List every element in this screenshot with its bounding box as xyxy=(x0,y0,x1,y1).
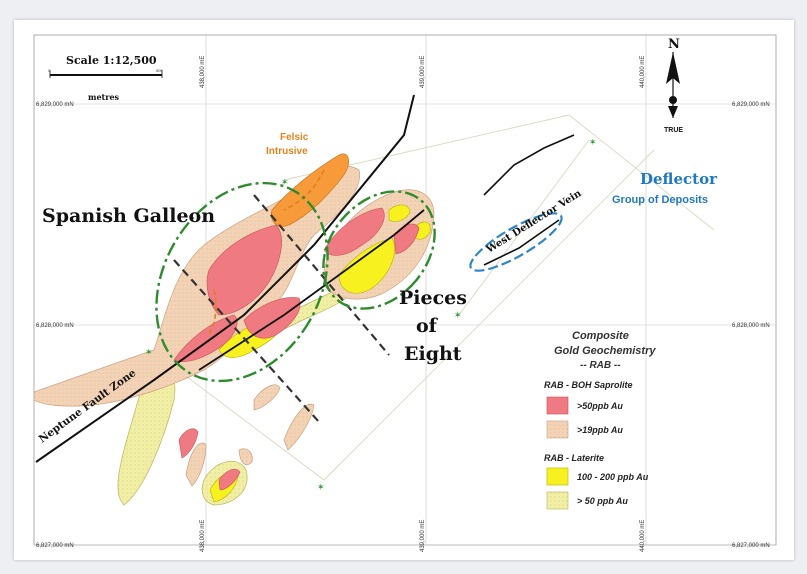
northing-label-top: 6,829,000 mN xyxy=(36,102,74,108)
legend-swatch-saprolite-low xyxy=(546,420,569,439)
legend-title-3: -- RAB -- xyxy=(580,360,621,371)
scale-bar: Scale 1:12,500 0 500 metres xyxy=(48,54,163,102)
legend-swatch-laterite-low xyxy=(546,491,569,510)
scale-tick-end: 500 xyxy=(156,68,163,73)
secondary-structure-line xyxy=(198,209,425,371)
easting-label-440-bottom: 440,000 mE xyxy=(640,520,646,552)
neptune-fault-line xyxy=(35,94,415,463)
eight-label: Eight xyxy=(404,343,462,365)
west-deflector-vein-ellipse xyxy=(469,212,563,272)
northing-label-bottom-right: 6,827,000 mN xyxy=(732,543,770,549)
easting-label-439-top: 439,000 mE xyxy=(420,56,426,88)
northing-label-mid-right: 6,828,000 mN xyxy=(732,323,770,329)
legend-label-saprolite-low: >19ppb Au xyxy=(577,425,623,435)
survey-markers: ✶ ✶ ✶ ✶ ✶ xyxy=(145,138,597,493)
easting-labels: 438,000 mE 439,000 mE 440,000 mE 438,000… xyxy=(200,56,646,552)
pieces-of-eight-target-ellipse xyxy=(322,190,436,310)
scale-label: Scale 1:12,500 xyxy=(66,54,157,67)
felsic-label-line2: Intrusive xyxy=(266,146,308,157)
north-letter: N xyxy=(668,37,680,52)
easting-label-439-bottom: 439,000 mE xyxy=(420,520,426,552)
felsic-label-line1: Felsic xyxy=(280,132,309,143)
deflector-title: Deflector xyxy=(640,170,718,188)
north-arrow: N TRUE xyxy=(664,37,683,134)
spanish-galleon-label: Spanish Galleon xyxy=(42,205,215,227)
saprolite-high-zones xyxy=(173,207,420,491)
map-frame: ✶ ✶ ✶ ✶ ✶ 6,829,000 mN 6,829,000 mN 6,82… xyxy=(14,20,794,560)
legend-label-laterite-low: > 50 ppb Au xyxy=(577,496,628,506)
northing-label-top-right: 6,829,000 mN xyxy=(732,102,770,108)
pieces-label: Pieces xyxy=(399,287,467,309)
scale-units: metres xyxy=(88,92,120,102)
svg-text:✶: ✶ xyxy=(281,178,289,188)
west-deflector-vein-label: West Deflector Vein xyxy=(484,188,584,256)
north-true-label: TRUE xyxy=(664,127,683,134)
easting-label-440-top: 440,000 mE xyxy=(640,56,646,88)
svg-text:✶: ✶ xyxy=(589,138,597,148)
legend-group2-title: RAB - Laterite xyxy=(544,453,604,463)
legend-swatch-saprolite-high xyxy=(546,396,569,415)
scale-tick-start: 0 xyxy=(48,68,51,73)
spanish-galleon-target-ellipse xyxy=(155,181,329,383)
legend-group1-title: RAB - BOH Saprolite xyxy=(544,380,633,390)
svg-text:✶: ✶ xyxy=(145,348,153,358)
legend-swatch-laterite-high xyxy=(546,467,569,486)
legend-title-2: Gold Geochemistry xyxy=(554,345,656,357)
geochemistry-map: ✶ ✶ ✶ ✶ ✶ 6,829,000 mN 6,829,000 mN 6,82… xyxy=(33,34,777,552)
northing-label-mid: 6,828,000 mN xyxy=(36,323,74,329)
legend-label-saprolite-high: >50ppb Au xyxy=(577,401,623,411)
legend-title-1: Composite xyxy=(572,330,629,342)
legend-label-laterite-high: 100 - 200 ppb Au xyxy=(577,472,649,482)
of-label: of xyxy=(416,315,439,337)
deflector-subtitle: Group of Deposits xyxy=(612,194,708,206)
northing-labels: 6,829,000 mN 6,829,000 mN 6,828,000 mN 6… xyxy=(36,102,770,549)
northing-label-bottom: 6,827,000 mN xyxy=(36,543,74,549)
west-deflector-vein-line xyxy=(483,134,575,196)
svg-text:✶: ✶ xyxy=(317,483,325,493)
section-lines xyxy=(173,194,390,423)
map-grid xyxy=(33,34,777,546)
easting-label-438-top: 438,000 mE xyxy=(200,56,206,88)
legend: Composite Gold Geochemistry -- RAB -- RA… xyxy=(544,330,656,510)
west-deflector-vein-line-2 xyxy=(483,219,560,266)
svg-text:✶: ✶ xyxy=(454,311,462,321)
felsic-dashed-contact xyxy=(208,169,325,336)
easting-label-438-bottom: 438,000 mE xyxy=(200,520,206,552)
